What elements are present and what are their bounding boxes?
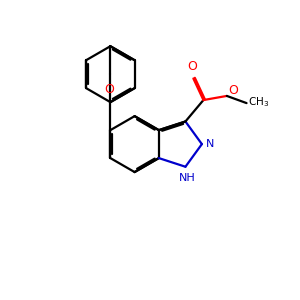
Text: N: N [206, 139, 214, 149]
Text: O: O [228, 84, 238, 97]
Text: O: O [187, 60, 197, 73]
Text: CH$_3$: CH$_3$ [248, 95, 269, 109]
Text: NH: NH [178, 173, 195, 183]
Text: O: O [104, 83, 114, 96]
